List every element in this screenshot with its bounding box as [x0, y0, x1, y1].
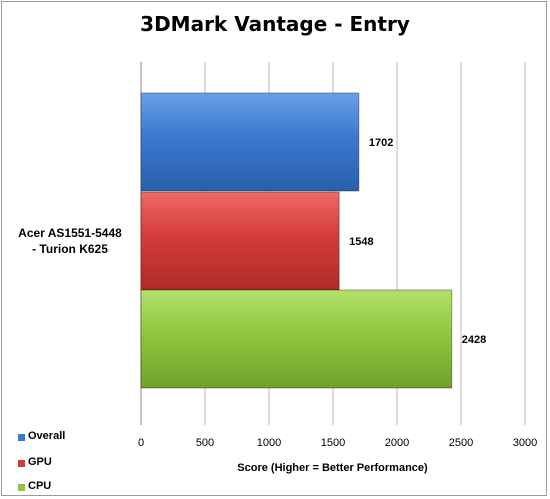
legend-swatch-gpu — [18, 460, 25, 467]
x-tick-label: 3000 — [513, 437, 537, 449]
bar-gpu — [140, 191, 340, 291]
x-tick-label: 2500 — [449, 437, 473, 449]
x-tick-label: 1500 — [321, 437, 345, 449]
bar-overall — [140, 92, 360, 192]
legend-label-gpu: GPU — [28, 456, 52, 468]
data-label-cpu: 2428 — [462, 334, 486, 346]
category-label-line-2: - Turion K625 — [32, 242, 108, 256]
data-label-overall: 1702 — [369, 137, 393, 149]
legend-label-overall: Overall — [28, 430, 66, 442]
legend-label-cpu: CPU — [28, 480, 52, 492]
x-tick-label: 500 — [196, 437, 214, 449]
bar-cpu — [140, 289, 453, 389]
x-tick-label: 2000 — [385, 437, 409, 449]
chart-title: 3DMark Vantage - Entry — [140, 12, 410, 36]
category-label-line-1: Acer AS1551-5448 — [18, 226, 122, 240]
x-tick-label: 0 — [138, 437, 144, 449]
legend-swatch-cpu — [18, 484, 25, 491]
data-label-gpu: 1548 — [349, 236, 373, 248]
category-label: Acer AS1551-5448 - Turion K625 — [10, 225, 130, 257]
x-tick-label: 1000 — [257, 437, 281, 449]
legend-swatch-overall — [18, 434, 25, 441]
x-axis-title: Score (Higher = Better Performance) — [237, 462, 428, 474]
